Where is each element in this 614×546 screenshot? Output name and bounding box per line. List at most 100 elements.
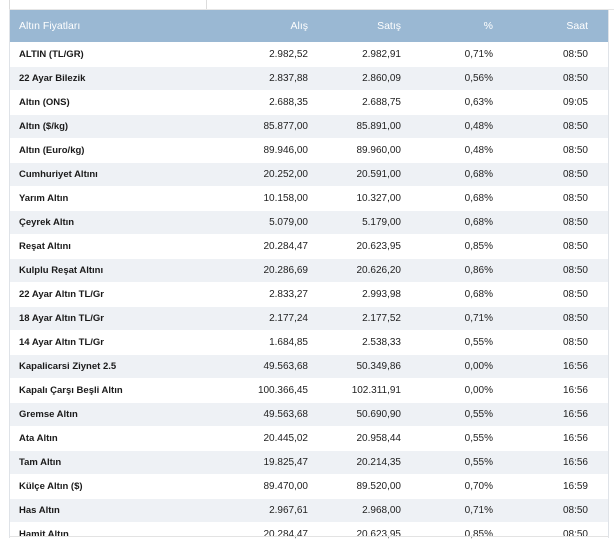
- gold-name-cell[interactable]: Gremse Altın: [10, 402, 220, 427]
- gold-name-cell[interactable]: Tam Altın: [10, 450, 220, 475]
- satis-price-cell: 2.538,33: [308, 330, 401, 355]
- time-cell: 08:50: [493, 258, 608, 283]
- gold-name-cell[interactable]: Kulplu Reşat Altını: [10, 258, 220, 283]
- table-row[interactable]: Altın ($/kg) 85.877,00 85.891,00 0,48% 08:50: [10, 114, 608, 139]
- table-row[interactable]: 14 Ayar Altın TL/Gr 1.684,85 2.538,33 0,55%…: [10, 330, 608, 355]
- table-row[interactable]: Yarım Altın 10.158,00 10.327,00 0,68% 08:50: [10, 186, 608, 211]
- table-row[interactable]: 22 Ayar Bilezik 2.837,88 2.860,09 0,56% 08:5…: [10, 66, 608, 91]
- gold-name-cell[interactable]: Altın (ONS): [10, 90, 220, 115]
- gold-name-cell[interactable]: Kapalicarsi Ziynet 2.5: [10, 354, 220, 379]
- table-row[interactable]: Külçe Altın ($) 89.470,00 89.520,00 0,70% 16…: [10, 474, 608, 499]
- satis-price-cell: 2.860,09: [308, 66, 401, 91]
- time-cell: 16:56: [493, 378, 608, 403]
- alis-price-cell: 89.946,00: [220, 138, 308, 163]
- alis-price-cell: 20.252,00: [220, 162, 308, 187]
- time-cell: 08:50: [493, 282, 608, 307]
- table-row[interactable]: ALTIN (TL/GR) 2.982,52 2.982,91 0,71% 08:50: [10, 42, 608, 67]
- time-cell: 08:50: [493, 138, 608, 163]
- alis-price-cell: 2.833,27: [220, 282, 308, 307]
- gold-name-cell[interactable]: ALTIN (TL/GR): [10, 42, 220, 67]
- alis-price-cell: 2.688,35: [220, 90, 308, 115]
- divider: [206, 0, 207, 9]
- table-row[interactable]: Ata Altın 20.445,02 20.958,44 0,55% 16:56: [10, 426, 608, 451]
- alis-price-cell: 2.837,88: [220, 66, 308, 91]
- table-row[interactable]: Tam Altın 19.825,47 20.214,35 0,55% 16:56: [10, 450, 608, 475]
- change-percent-cell: 0,56%: [401, 66, 493, 91]
- satis-price-cell: 89.960,00: [308, 138, 401, 163]
- gold-name-cell[interactable]: Cumhuriyet Altını: [10, 162, 220, 187]
- table-row[interactable]: Gremse Altın 49.563,68 50.690,90 0,55% 16:56: [10, 402, 608, 427]
- table-row[interactable]: Cumhuriyet Altını 20.252,00 20.591,00 0,68%…: [10, 162, 608, 187]
- change-percent-cell: 0,68%: [401, 282, 493, 307]
- gold-name-cell[interactable]: 22 Ayar Altın TL/Gr: [10, 282, 220, 307]
- change-percent-cell: 0,48%: [401, 138, 493, 163]
- column-header-satis[interactable]: Satış: [377, 20, 401, 32]
- table-row[interactable]: Reşat Altını 20.284,47 20.623,95 0,85% 08:50: [10, 234, 608, 259]
- table-row[interactable]: Çeyrek Altın 5.079,00 5.179,00 0,68% 08:50: [10, 210, 608, 235]
- table-row[interactable]: Altın (ONS) 2.688,35 2.688,75 0,63% 09:05: [10, 90, 608, 115]
- table-frame: [9, 10, 609, 538]
- change-percent-cell: 0,00%: [401, 378, 493, 403]
- gold-name-cell[interactable]: Ata Altın: [10, 426, 220, 451]
- satis-price-cell: 2.982,91: [308, 42, 401, 67]
- satis-price-cell: 2.177,52: [308, 306, 401, 331]
- column-header-alis[interactable]: Alış: [290, 20, 308, 32]
- column-header-name[interactable]: Altın Fiyatları: [19, 20, 81, 32]
- change-percent-cell: 0,71%: [401, 306, 493, 331]
- satis-price-cell: 102.311,91: [308, 378, 401, 403]
- change-percent-cell: 0,00%: [401, 354, 493, 379]
- change-percent-cell: 0,48%: [401, 114, 493, 139]
- alis-price-cell: 2.177,24: [220, 306, 308, 331]
- table-row[interactable]: 18 Ayar Altın TL/Gr 2.177,24 2.177,52 0,71%…: [10, 306, 608, 331]
- alis-price-cell: 20.286,69: [220, 258, 308, 283]
- time-cell: 08:50: [493, 66, 608, 91]
- table-row[interactable]: Kulplu Reşat Altını 20.286,69 20.626,20 0,8…: [10, 258, 608, 283]
- change-percent-cell: 0,71%: [401, 498, 493, 523]
- satis-price-cell: 2.688,75: [308, 90, 401, 115]
- gold-name-cell[interactable]: Külçe Altın ($): [10, 474, 220, 499]
- change-percent-cell: 0,55%: [401, 426, 493, 451]
- alis-price-cell: 20.445,02: [220, 426, 308, 451]
- alis-price-cell: 85.877,00: [220, 114, 308, 139]
- alis-price-cell: 20.284,47: [220, 234, 308, 259]
- table-row[interactable]: Kapalicarsi Ziynet 2.5 49.563,68 50.349,86…: [10, 354, 608, 379]
- satis-price-cell: 85.891,00: [308, 114, 401, 139]
- satis-price-cell: 20.623,95: [308, 234, 401, 259]
- table-row[interactable]: Has Altın 2.967,61 2.968,00 0,71% 08:50: [10, 498, 608, 523]
- change-percent-cell: 0,85%: [401, 234, 493, 259]
- time-cell: 16:59: [493, 474, 608, 499]
- time-cell: 08:50: [493, 330, 608, 355]
- change-percent-cell: 0,68%: [401, 210, 493, 235]
- gold-name-cell[interactable]: Hamit Altın: [10, 522, 220, 546]
- table-row[interactable]: Kapalı Çarşı Beşli Altın 100.366,45 102.31…: [10, 378, 608, 403]
- time-cell: 08:50: [493, 522, 608, 546]
- change-percent-cell: 0,70%: [401, 474, 493, 499]
- satis-price-cell: 5.179,00: [308, 210, 401, 235]
- table-row[interactable]: Hamit Altın 20.284,47 20.623,95 0,85% 08:50: [10, 522, 608, 546]
- satis-price-cell: 89.520,00: [308, 474, 401, 499]
- divider: [9, 9, 614, 10]
- change-percent-cell: 0,85%: [401, 522, 493, 546]
- gold-name-cell[interactable]: Çeyrek Altın: [10, 210, 220, 235]
- time-cell: 08:50: [493, 234, 608, 259]
- alis-price-cell: 2.982,52: [220, 42, 308, 67]
- gold-name-cell[interactable]: 22 Ayar Bilezik: [10, 66, 220, 91]
- gold-name-cell[interactable]: Kapalı Çarşı Beşli Altın: [10, 378, 220, 403]
- gold-name-cell[interactable]: Altın ($/kg): [10, 114, 220, 139]
- alis-price-cell: 49.563,68: [220, 354, 308, 379]
- satis-price-cell: 20.623,95: [308, 522, 401, 546]
- top-strip: [0, 0, 614, 10]
- column-header-percent[interactable]: %: [483, 20, 493, 32]
- gold-name-cell[interactable]: Yarım Altın: [10, 186, 220, 211]
- table-row[interactable]: Altın (Euro/kg) 89.946,00 89.960,00 0,48% 08…: [10, 138, 608, 163]
- gold-name-cell[interactable]: 14 Ayar Altın TL/Gr: [10, 330, 220, 355]
- divider: [9, 536, 609, 537]
- time-cell: 16:56: [493, 354, 608, 379]
- gold-name-cell[interactable]: Reşat Altını: [10, 234, 220, 259]
- gold-name-cell[interactable]: 18 Ayar Altın TL/Gr: [10, 306, 220, 331]
- table-row[interactable]: 22 Ayar Altın TL/Gr 2.833,27 2.993,98 0,68%…: [10, 282, 608, 307]
- gold-name-cell[interactable]: Has Altın: [10, 498, 220, 523]
- gold-name-cell[interactable]: Altın (Euro/kg): [10, 138, 220, 163]
- time-cell: 09:05: [493, 90, 608, 115]
- column-header-saat[interactable]: Saat: [566, 20, 588, 32]
